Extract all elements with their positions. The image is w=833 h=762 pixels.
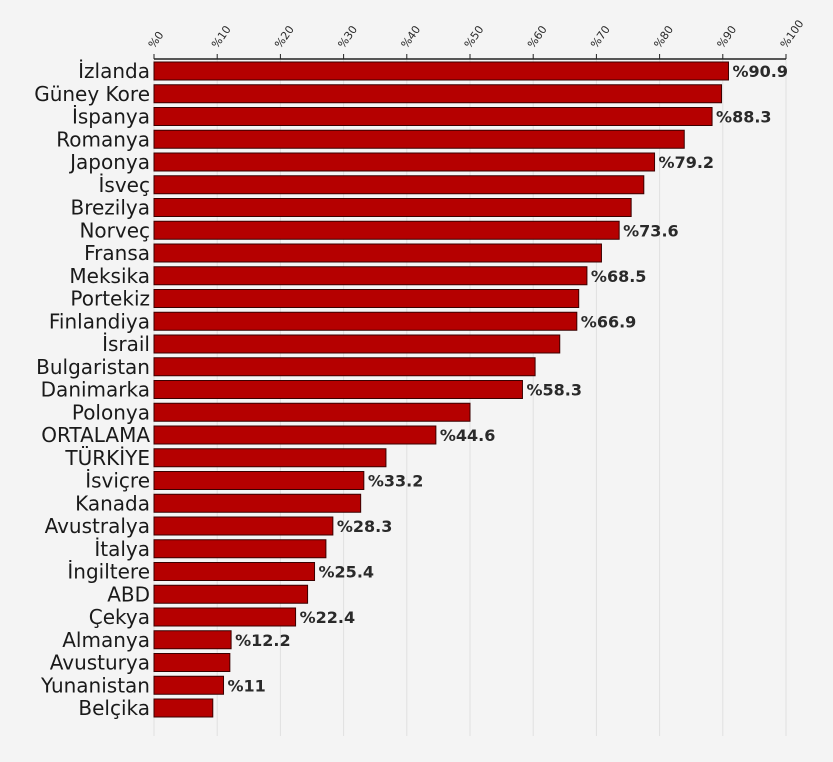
bar [153,630,232,650]
category-label: Avustralya [45,514,150,538]
bar [153,107,713,126]
category-label: İsrail [102,332,150,356]
category-label: İsviçre [85,469,150,493]
bar [153,675,225,695]
data-label: %44.6 [440,426,496,445]
bar [153,289,580,308]
category-label: Danimarka [41,378,150,402]
category-label: Güney Kore [34,82,150,106]
category-label: Kanada [75,491,150,515]
x-tick-label: %0 [146,29,167,51]
category-label: İspanya [72,105,150,129]
category-label: Bulgaristan [36,355,150,379]
x-tick-label: %100 [778,17,807,50]
category-label: İtalya [94,537,150,561]
category-label: Romanya [56,127,150,151]
category-label: İzlanda [78,59,150,83]
x-tick-label: %90 [715,23,740,50]
data-label: %73.6 [623,221,679,240]
bar [153,129,685,149]
bar [153,220,620,240]
bar [153,562,316,581]
bar [153,152,656,172]
data-label: %28.3 [337,517,393,536]
category-label: Çekya [89,605,150,629]
category-label: Almanya [62,628,150,652]
category-label: ABD [107,582,150,606]
bar [153,61,729,81]
data-label: %25.4 [319,563,375,582]
x-tick-label: %50 [462,23,487,50]
category-label: Norveç [79,218,150,242]
bar [153,607,297,627]
category-label: Yunanistan [40,673,150,697]
data-label: %58.3 [526,381,582,400]
category-label: Finlandiya [49,309,150,333]
bar [153,584,309,604]
category-label: Brezilya [70,196,150,220]
x-tick-label: %60 [525,23,550,50]
data-label: %22.4 [300,608,356,627]
bar [153,311,578,331]
category-label: TÜRKİYE [64,446,150,470]
bar [153,84,723,104]
data-label: %33.2 [368,472,424,491]
x-tick-label: %70 [588,23,613,50]
data-label: %11 [228,676,266,695]
data-label: %88.3 [716,108,772,127]
bar [153,539,327,559]
data-label: %68.5 [591,267,647,286]
x-tick-label: %10 [209,23,234,50]
bar [153,493,362,513]
data-label: %90.9 [732,62,788,81]
bar [153,402,471,422]
category-label: İsveç [99,173,150,197]
bar [153,198,632,217]
bar [153,653,231,672]
bar [153,448,387,468]
data-label: %66.9 [581,312,637,331]
x-tick-label: %40 [399,23,424,50]
category-label: Polonya [72,400,150,424]
bar [153,471,365,490]
bar [153,425,437,445]
category-label: Meksika [69,264,150,288]
bar [153,175,645,195]
bar [153,516,334,536]
bar [153,243,602,263]
category-label: Fransa [84,241,150,265]
category-label: Portekiz [70,287,150,311]
category-label: ORTALAMA [41,423,150,447]
bar [153,380,523,399]
x-tick-label: %80 [651,23,676,50]
bar [153,334,561,354]
bar [153,266,588,286]
category-label: Japonya [68,150,150,174]
category-label: Belçika [78,696,150,720]
x-tick-label: %20 [272,23,297,50]
bar [153,357,536,377]
data-label: %12.2 [235,631,291,650]
category-label: Avusturya [50,651,150,675]
data-label: %79.2 [659,153,715,172]
bar [153,698,214,718]
category-label: İngiltere [67,560,150,584]
x-tick-label: %30 [335,23,360,50]
